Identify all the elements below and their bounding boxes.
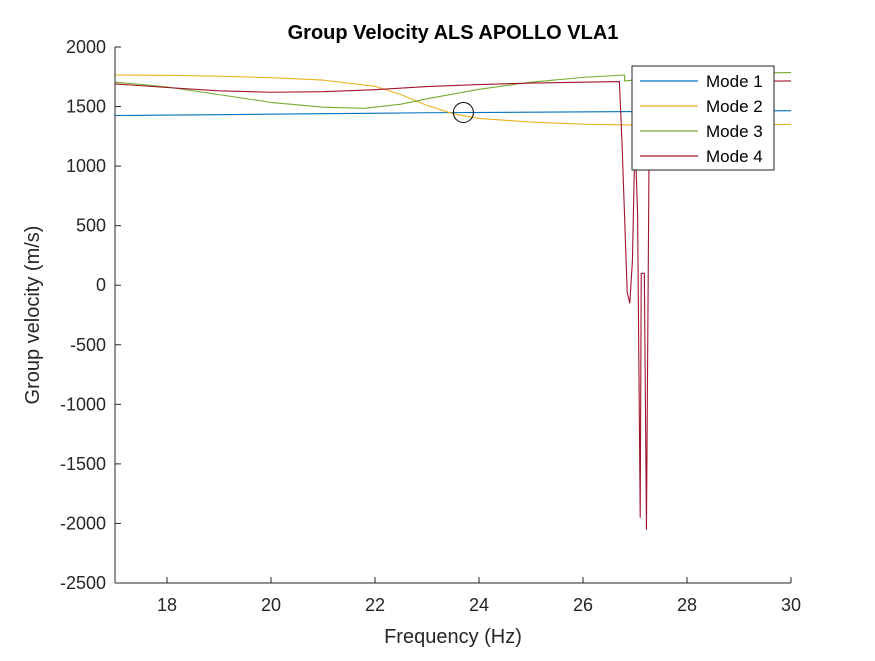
y-tick-label: -1000 — [60, 394, 106, 414]
annotation-layer — [452, 102, 474, 124]
y-tick-label: -500 — [70, 335, 106, 355]
y-tick-label: -2000 — [60, 513, 106, 533]
y-tick-label: 1000 — [66, 156, 106, 176]
legend-entry: Mode 2 — [706, 97, 763, 116]
y-tick-label: 0 — [96, 275, 106, 295]
y-tick-label: 1500 — [66, 97, 106, 117]
x-tick-label: 26 — [573, 595, 593, 615]
y-tick-label: 2000 — [66, 37, 106, 57]
x-axis-label: Frequency (Hz) — [384, 626, 522, 648]
x-tick-label: 18 — [157, 595, 177, 615]
legend-entry: Mode 3 — [706, 122, 763, 141]
legend-entry: Mode 1 — [706, 72, 763, 91]
legend-entry: Mode 4 — [706, 147, 763, 166]
x-tick-label: 28 — [677, 595, 697, 615]
legend: Mode 1 Mode 2 Mode 3 Mode 4 — [631, 65, 775, 171]
y-tick-label: 500 — [76, 216, 106, 236]
chart-title: Group Velocity ALS APOLLO VLA1 — [288, 22, 619, 44]
x-tick-label: 22 — [365, 595, 385, 615]
x-tick-label: 30 — [781, 595, 801, 615]
x-tick-label: 24 — [469, 595, 489, 615]
y-axis-label: Group velocity (m/s) — [22, 226, 44, 405]
x-tick-label: 20 — [261, 595, 281, 615]
legend-box — [631, 65, 775, 171]
y-tick-label: -2500 — [60, 573, 106, 593]
axes: 18 20 22 24 26 28 30 -2500 -2000 -1500 -1000 -500 0 5… — [60, 37, 801, 615]
y-tick-label: -1500 — [60, 454, 106, 474]
series-line-mode-4 — [115, 80, 791, 530]
circle-marker — [452, 102, 474, 124]
